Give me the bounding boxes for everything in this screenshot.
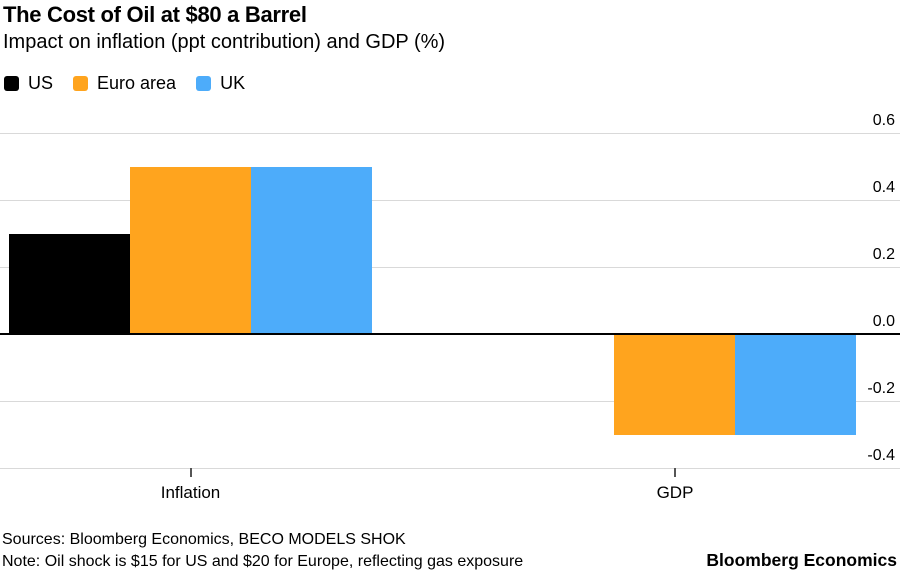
chart-subtitle: Impact on inflation (ppt contribution) a… <box>3 31 446 53</box>
y-axis-label-0.2: 0.2 <box>872 246 895 263</box>
gridline-0.6 <box>0 132 900 134</box>
legend-item-uk: UK <box>196 73 245 94</box>
legend-item-label: US <box>28 72 54 93</box>
bar-euro-area-gdp <box>614 334 735 435</box>
note-text: Note: Oil shock is $15 for US and $20 fo… <box>2 553 524 570</box>
sources-text: Sources: Bloomberg Economics, BECO MODEL… <box>2 531 406 548</box>
legend-swatch-icon <box>196 75 212 91</box>
gridline-0.4 <box>0 199 900 201</box>
x-axis-label-inflation: Inflation <box>160 483 221 502</box>
legend-item-label: UK <box>220 72 246 93</box>
x-axis-tick-gdp <box>674 468 676 477</box>
zero-axis-line <box>0 333 900 335</box>
legend-item-euro-area: Euro area <box>73 73 176 94</box>
legend-item-us: US <box>4 73 53 94</box>
y-axis-label--0.2: -0.2 <box>867 380 895 397</box>
chart-title: The Cost of Oil at $80 a Barrel <box>3 2 307 27</box>
x-axis-tick-inflation <box>189 468 192 477</box>
bar-euro-area-inflation <box>130 166 251 334</box>
gridline--0.4 <box>0 467 900 469</box>
legend: US Euro area UK <box>4 72 245 94</box>
bar-uk-gdp <box>735 334 856 435</box>
brand-text: Bloomberg Economics <box>706 550 897 570</box>
y-axis-label-0.4: 0.4 <box>872 179 895 196</box>
gridline--0.2 <box>0 400 900 402</box>
y-axis-label-0.0: 0.0 <box>872 313 895 330</box>
bar-uk-inflation <box>251 166 372 334</box>
y-axis-label-0.6: 0.6 <box>872 112 895 129</box>
x-axis-label-gdp: GDP <box>656 483 694 502</box>
bar-us-inflation <box>9 233 130 334</box>
legend-swatch-icon <box>73 75 89 91</box>
legend-swatch-icon <box>4 75 19 91</box>
legend-item-label: Euro area <box>97 72 177 93</box>
gridline-0.2 <box>0 266 900 268</box>
y-axis-label--0.4: -0.4 <box>867 447 895 464</box>
